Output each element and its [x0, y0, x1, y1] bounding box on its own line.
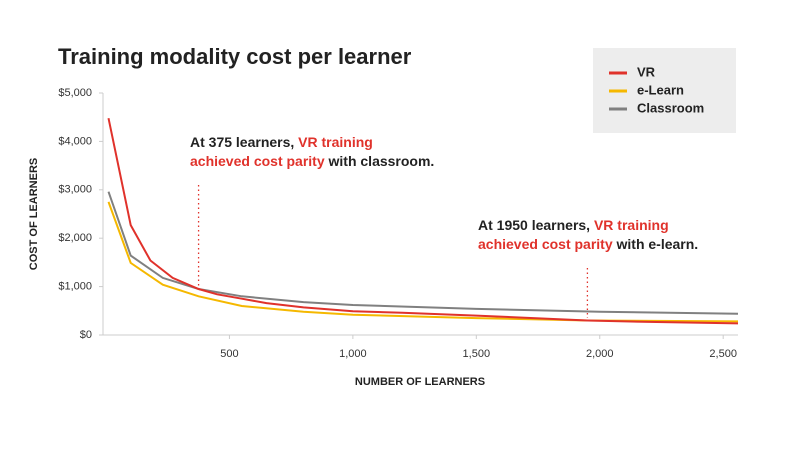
- annotation-text: achieved cost parity with classroom.: [190, 153, 434, 169]
- annotation-text: achieved cost parity with e-learn.: [478, 236, 698, 252]
- series-line: [107, 117, 739, 325]
- annotation-span: with e-learn.: [613, 236, 699, 252]
- y-tick-label: $3,000: [58, 184, 92, 196]
- y-tick-label: $0: [80, 329, 92, 341]
- legend-label: e-Learn: [637, 82, 684, 97]
- x-tick-label: 2,500: [709, 348, 737, 360]
- chart-title: Training modality cost per learner: [58, 44, 412, 69]
- legend-label: VR: [637, 64, 656, 79]
- y-tick-label: $4,000: [58, 135, 92, 147]
- annotation-span: VR training: [594, 217, 669, 233]
- series-line: [107, 191, 739, 315]
- annotation-span: achieved cost parity: [190, 153, 325, 169]
- annotation-text: At 1950 learners, VR training: [478, 217, 669, 233]
- annotation-span: with classroom.: [325, 153, 435, 169]
- legend-label: Classroom: [637, 100, 704, 115]
- x-axis-title: NUMBER OF LEARNERS: [355, 376, 485, 388]
- annotation-text: At 375 learners, VR training: [190, 134, 373, 150]
- x-tick-label: 2,000: [586, 348, 614, 360]
- annotation-span: At 1950 learners,: [478, 217, 594, 233]
- annotation-span: achieved cost parity: [478, 236, 613, 252]
- y-tick-label: $1,000: [58, 281, 92, 293]
- x-tick-label: 500: [220, 348, 238, 360]
- series-line: [107, 201, 739, 323]
- y-tick-label: $2,000: [58, 232, 92, 244]
- annotation-span: At 375 learners,: [190, 134, 298, 150]
- x-tick-label: 1,500: [463, 348, 491, 360]
- y-tick-label: $5,000: [58, 87, 92, 99]
- annotation-span: VR training: [298, 134, 373, 150]
- x-tick-label: 1,000: [339, 348, 367, 360]
- y-axis-title: COST OF LEARNERS: [28, 158, 40, 270]
